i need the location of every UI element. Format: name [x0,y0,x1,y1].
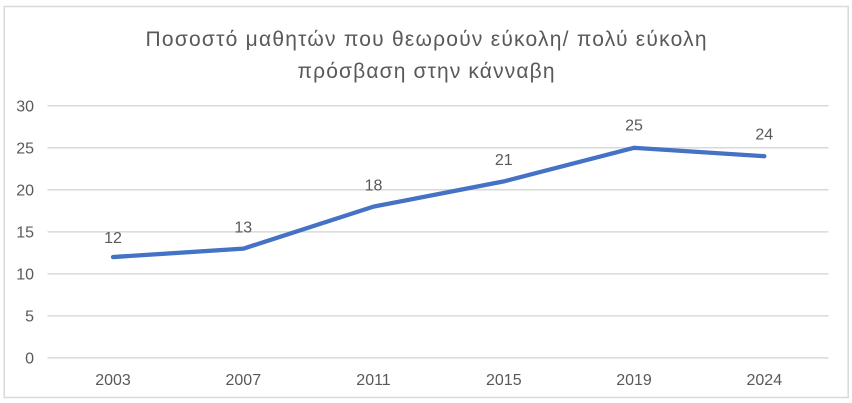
svg-text:2011: 2011 [356,372,391,389]
svg-text:πρόσβαση στην κάνναβη: πρόσβαση στην κάνναβη [298,60,555,83]
svg-text:2024: 2024 [747,372,783,389]
svg-text:25: 25 [16,141,34,158]
svg-text:30: 30 [16,99,34,116]
svg-text:18: 18 [365,177,383,194]
svg-text:10: 10 [16,267,34,284]
svg-text:2015: 2015 [486,372,522,389]
svg-text:21: 21 [495,152,513,169]
svg-text:25: 25 [625,117,643,134]
svg-text:2003: 2003 [95,372,131,389]
svg-text:2019: 2019 [616,372,652,389]
svg-text:5: 5 [25,309,34,326]
svg-text:15: 15 [16,225,34,242]
svg-text:0: 0 [25,351,34,368]
svg-text:Ποσοστό μαθητών που θεωρούν εύ: Ποσοστό μαθητών που θεωρούν εύκολη/ πολύ… [146,28,707,51]
svg-text:2007: 2007 [226,372,262,389]
svg-text:13: 13 [234,220,252,237]
svg-text:24: 24 [755,126,773,143]
svg-text:20: 20 [16,183,34,200]
svg-text:12: 12 [104,230,122,247]
